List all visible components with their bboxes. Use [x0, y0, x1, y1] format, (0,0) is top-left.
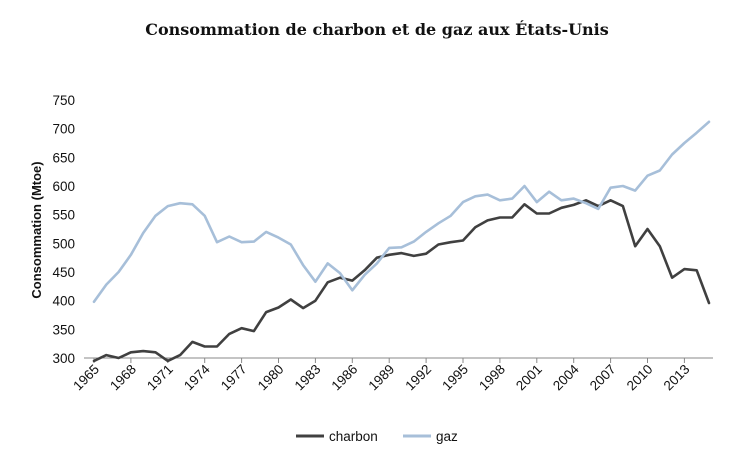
x-tick-label: 1983 [292, 362, 324, 394]
x-tick-label: 1965 [70, 362, 102, 394]
x-tick-label: 2007 [587, 362, 619, 394]
x-tick-label: 1989 [365, 362, 397, 394]
y-tick-label: 500 [52, 236, 75, 251]
y-tick-label: 450 [52, 265, 75, 280]
x-tick-label: 1980 [255, 362, 287, 394]
x-tick-label: 1986 [329, 362, 361, 394]
x-tick-label: 1977 [218, 362, 250, 394]
y-tick-label: 600 [52, 179, 75, 194]
x-tick-label: 1974 [181, 361, 213, 393]
y-axis-label: Consommation (Mtoe) [29, 161, 44, 298]
x-tick-label: 1998 [476, 362, 508, 394]
series-line-charbon [92, 199, 711, 363]
x-ticks: 1965 1968 1971 1974 1977 1980 1983 1986 1989 1992… [70, 358, 693, 394]
y-tick-label: 350 [52, 322, 75, 337]
x-tick-label: 2001 [513, 362, 545, 394]
y-tick-label: 750 [52, 93, 75, 108]
y-tick-label: 400 [52, 294, 75, 309]
series-group [92, 120, 711, 363]
x-tick-label: 2010 [624, 362, 656, 394]
x-tick-label: 2004 [550, 361, 582, 393]
chart-title: Consommation de charbon et de gaz aux Ét… [145, 19, 609, 39]
x-tick-label: 1971 [144, 362, 176, 394]
legend: charbon gaz [296, 429, 458, 444]
legend-label-charbon: charbon [329, 429, 378, 444]
y-tick-label: 650 [52, 150, 75, 165]
x-tick-label: 1992 [402, 362, 434, 394]
legend-label-gaz: gaz [436, 429, 458, 444]
y-ticks: 300 350 400 450 500 550 600 650 700 750 [52, 93, 75, 366]
y-tick-label: 700 [52, 122, 75, 137]
x-tick-label: 2013 [661, 362, 693, 394]
series-line-gaz [92, 120, 711, 304]
x-tick-label: 1968 [107, 362, 139, 394]
y-tick-label: 300 [52, 351, 75, 366]
x-tick-label: 1995 [439, 362, 471, 394]
y-tick-label: 550 [52, 208, 75, 223]
